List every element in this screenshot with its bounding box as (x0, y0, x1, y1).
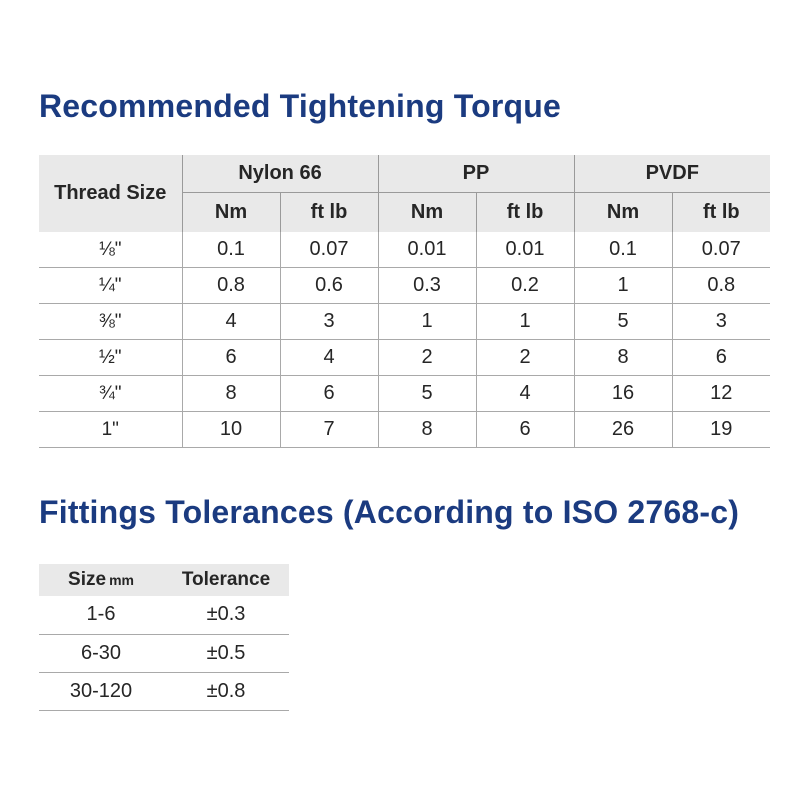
group-header-pvdf: PVDF (573, 154, 771, 194)
torque-value-cell: 4 (181, 303, 280, 341)
torque-value-cell: 1 (573, 267, 673, 305)
tolerances-section-title: Fittings Tolerances (According to ISO 27… (39, 494, 740, 531)
torque-row: ⅛" 0.1 0.07 0.01 0.01 0.1 0.07 (39, 231, 771, 269)
torque-header-group-row: Thread Size Nylon 66 PP PVDF (39, 154, 771, 232)
tolerance-row: 1-6 ±0.3 (39, 596, 289, 635)
torque-row: ½" 6 4 2 2 8 6 (39, 339, 771, 377)
torque-value-cell: 6 (279, 375, 379, 413)
tolerance-row: 30-120 ±0.8 (39, 672, 289, 711)
torque-value-cell: 0.01 (377, 231, 477, 269)
torque-value-cell: 7 (279, 411, 379, 449)
torque-value-cell: 0.2 (475, 267, 575, 305)
thread-size-header: Thread Size (39, 154, 182, 232)
tolerance-row: 6-30 ±0.5 (39, 634, 289, 673)
torque-value-cell: 0.8 (181, 267, 280, 305)
torque-value-cell: 0.1 (573, 231, 673, 269)
torque-row: ¾" 8 6 5 4 16 12 (39, 375, 771, 413)
torque-value-cell: 0.07 (671, 231, 771, 269)
torque-value-cell: 12 (671, 375, 771, 413)
group-header-nylon66: Nylon 66 (181, 154, 379, 194)
torque-value-cell: 2 (377, 339, 477, 377)
tolerances-header-row: Size mm Tolerance (39, 564, 289, 597)
thread-size-cell: 1" (39, 411, 182, 449)
torque-value-cell: 5 (573, 303, 673, 341)
torque-value-cell: 8 (377, 411, 477, 449)
subheader-pvdf-ftlb: ft lb (671, 192, 771, 232)
torque-value-cell: 5 (377, 375, 477, 413)
size-column-header: Size mm (39, 564, 163, 597)
subheader-pp-nm: Nm (377, 192, 477, 232)
thread-size-cell: ½" (39, 339, 182, 377)
size-unit-label: mm (109, 572, 134, 589)
torque-value-cell: 26 (573, 411, 673, 449)
torque-value-cell: 0.6 (279, 267, 379, 305)
torque-value-cell: 10 (181, 411, 280, 449)
torque-header-sub-row: Nm ft lb Nm ft lb Nm ft lb (39, 192, 771, 232)
tolerance-value-cell: ±0.8 (163, 672, 289, 711)
torque-value-cell: 6 (475, 411, 575, 449)
thread-size-cell: ⅛" (39, 231, 182, 269)
size-range-cell: 6-30 (39, 634, 163, 673)
torque-value-cell: 16 (573, 375, 673, 413)
size-range-cell: 30-120 (39, 672, 163, 711)
thread-size-cell: ¼" (39, 267, 182, 305)
subheader-pp-ftlb: ft lb (475, 192, 575, 232)
torque-value-cell: 8 (573, 339, 673, 377)
torque-row: ⅜" 4 3 1 1 5 3 (39, 303, 771, 341)
torque-value-cell: 6 (671, 339, 771, 377)
torque-value-cell: 1 (377, 303, 477, 341)
torque-value-cell: 3 (671, 303, 771, 341)
thread-size-cell: ⅜" (39, 303, 182, 341)
torque-value-cell: 0.8 (671, 267, 771, 305)
torque-value-cell: 0.01 (475, 231, 575, 269)
group-header-pp: PP (377, 154, 575, 194)
size-label: Size (68, 569, 107, 591)
torque-row: 1" 10 7 8 6 26 19 (39, 411, 771, 449)
torque-value-cell: 0.07 (279, 231, 379, 269)
torque-table: Thread Size Nylon 66 PP PVDF Nm ft lb Nm… (39, 154, 771, 449)
torque-value-cell: 0.1 (181, 231, 280, 269)
tolerance-value-cell: ±0.3 (163, 596, 289, 635)
tolerances-table: Size mm Tolerance 1-6 ±0.3 6-30 ±0.5 30-1… (39, 564, 289, 711)
torque-section-title: Recommended Tightening Torque (39, 88, 561, 124)
torque-value-cell: 6 (181, 339, 280, 377)
torque-value-cell: 4 (475, 375, 575, 413)
torque-value-cell: 1 (475, 303, 575, 341)
torque-value-cell: 2 (475, 339, 575, 377)
subheader-nylon66-ftlb: ft lb (279, 192, 379, 232)
tolerance-column-header: Tolerance (163, 564, 289, 597)
size-range-cell: 1-6 (39, 596, 163, 635)
subheader-pvdf-nm: Nm (573, 192, 673, 232)
torque-value-cell: 4 (279, 339, 379, 377)
thread-size-cell: ¾" (39, 375, 182, 413)
torque-value-cell: 0.3 (377, 267, 477, 305)
torque-value-cell: 19 (671, 411, 771, 449)
torque-value-cell: 3 (279, 303, 379, 341)
torque-row: ¼" 0.8 0.6 0.3 0.2 1 0.8 (39, 267, 771, 305)
subheader-nylon66-nm: Nm (181, 192, 280, 232)
torque-value-cell: 8 (181, 375, 280, 413)
tolerance-value-cell: ±0.5 (163, 634, 289, 673)
